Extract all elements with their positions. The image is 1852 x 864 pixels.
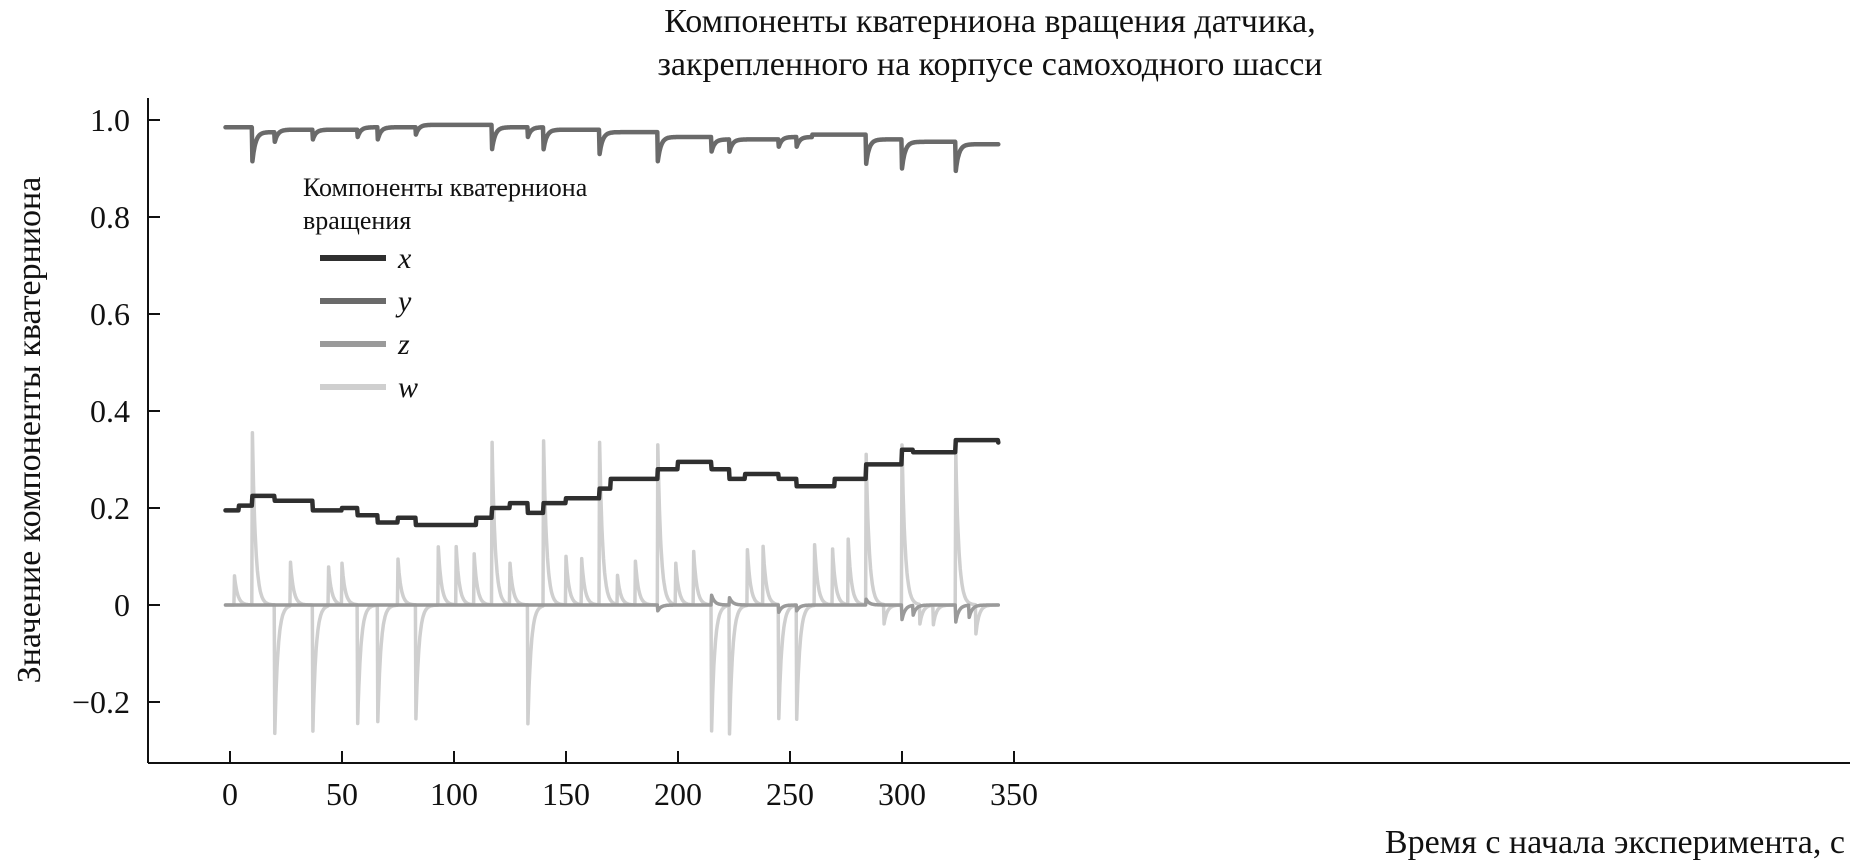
x-tick-label: 50 bbox=[326, 776, 358, 812]
x-tick-label: 350 bbox=[990, 776, 1038, 812]
legend-label-x: x bbox=[397, 242, 412, 275]
y-ticks: −0.2 0 0.2 0.4 0.6 0.8 1.0 bbox=[72, 102, 160, 720]
y-tick-label: 0.6 bbox=[90, 296, 130, 332]
y-tick-label: 0.4 bbox=[90, 393, 130, 429]
x-tick-label: 200 bbox=[654, 776, 702, 812]
x-tick-label: 100 bbox=[430, 776, 478, 812]
series-layer bbox=[223, 122, 1001, 736]
legend-title-line2: вращения bbox=[303, 206, 411, 235]
legend-label-y: y bbox=[395, 285, 412, 318]
legend-label-z: z bbox=[397, 328, 410, 361]
x-tick-label: 0 bbox=[222, 776, 238, 812]
chart-subtitle: закрепленного на корпусе самоходного шас… bbox=[658, 46, 1323, 83]
y-tick-label: −0.2 bbox=[72, 684, 130, 720]
x-tick-label: 250 bbox=[766, 776, 814, 812]
y-tick-label: 0.8 bbox=[90, 199, 130, 235]
x-tick-label: 300 bbox=[878, 776, 926, 812]
series-line-x bbox=[223, 437, 1001, 528]
x-tick-label: 150 bbox=[542, 776, 590, 812]
y-tick-label: 0.2 bbox=[90, 490, 130, 526]
legend-label-w: w bbox=[398, 371, 418, 404]
series-line-y bbox=[223, 122, 1001, 174]
x-axis-label: Время с начала эксперимента, с bbox=[1385, 824, 1845, 861]
legend-title-line1: Компоненты кватерниона bbox=[303, 173, 588, 202]
y-tick-label: 1.0 bbox=[90, 102, 130, 138]
y-tick-label: 0 bbox=[114, 587, 130, 623]
chart-title: Компоненты кватерниона вращения датчика, bbox=[664, 3, 1315, 40]
series-line-z bbox=[223, 593, 1001, 624]
y-axis-label: Значение компоненты кватерниона bbox=[11, 177, 48, 684]
x-ticks: 0 50 100 150 200 250 300 350 bbox=[222, 751, 1038, 812]
